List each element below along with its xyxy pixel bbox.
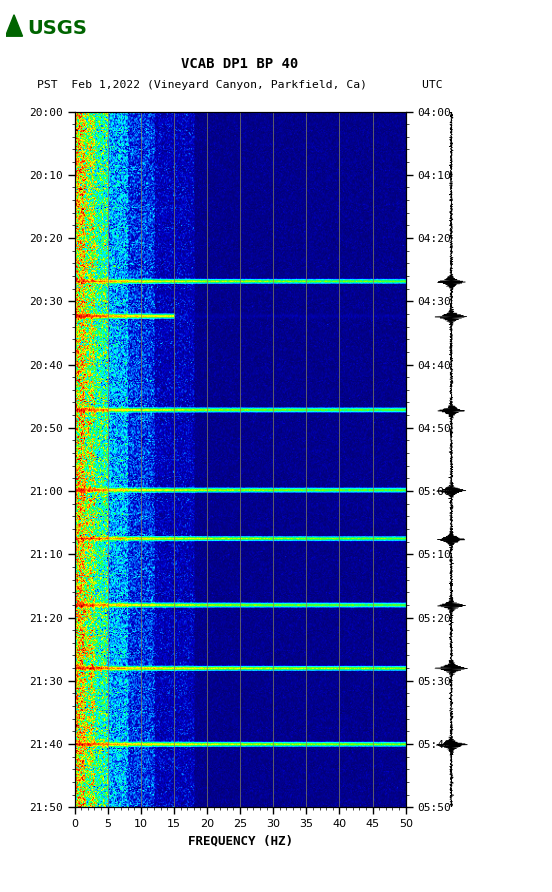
Text: USGS: USGS	[27, 20, 87, 38]
Text: VCAB DP1 BP 40: VCAB DP1 BP 40	[182, 57, 299, 71]
Text: PST  Feb 1,2022 (Vineyard Canyon, Parkfield, Ca)        UTC: PST Feb 1,2022 (Vineyard Canyon, Parkfie…	[38, 79, 443, 90]
X-axis label: FREQUENCY (HZ): FREQUENCY (HZ)	[188, 835, 293, 847]
Polygon shape	[6, 15, 23, 37]
